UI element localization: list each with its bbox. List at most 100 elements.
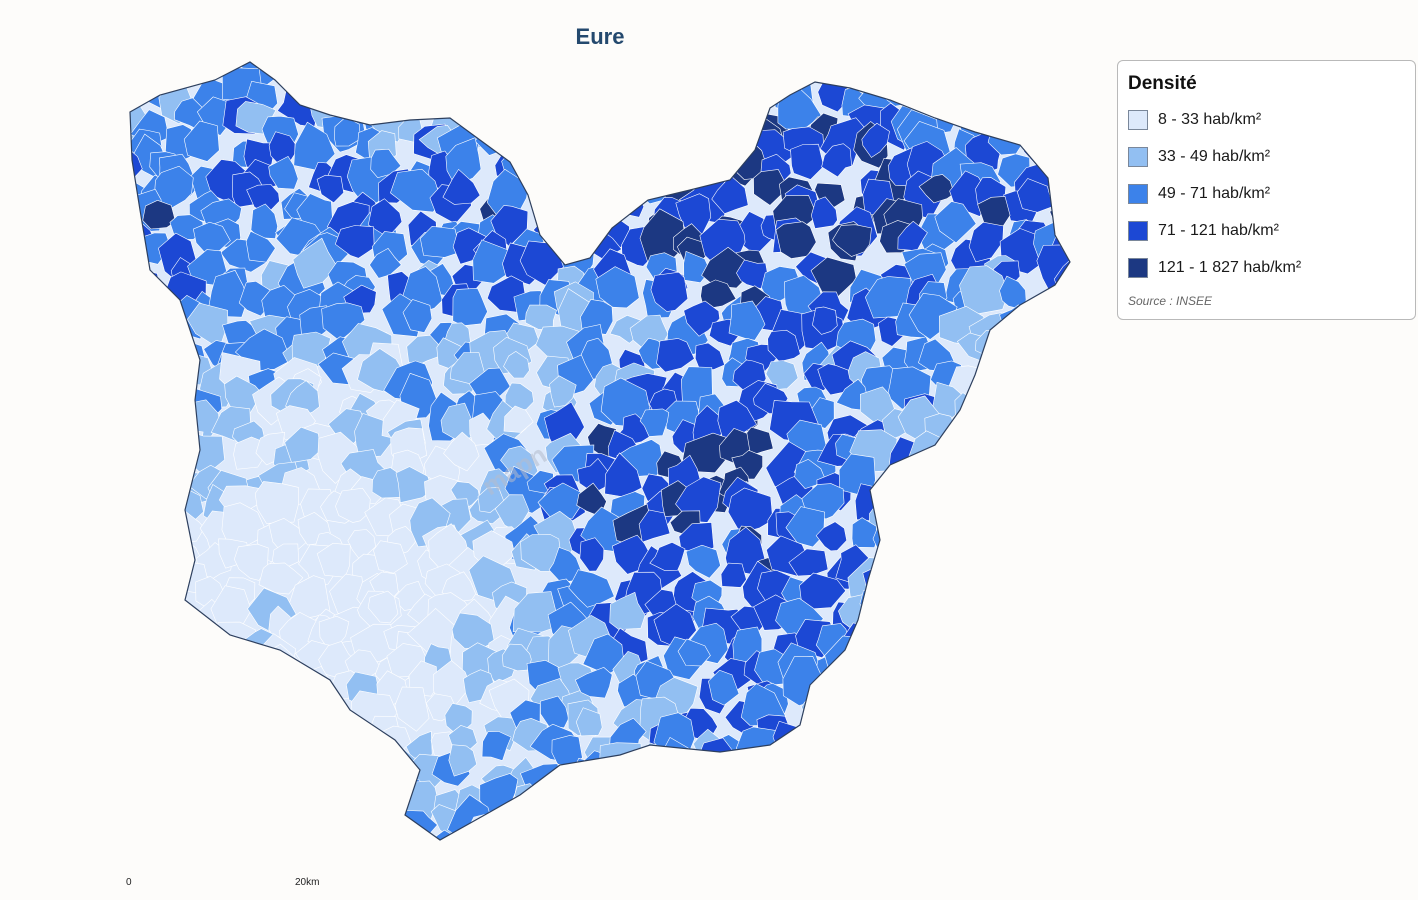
commune-cell[interactable] (585, 167, 621, 203)
commune-cell[interactable] (609, 808, 655, 852)
commune-cell[interactable] (343, 825, 389, 871)
commune-cell[interactable] (136, 368, 178, 409)
commune-cell[interactable] (760, 818, 799, 853)
commune-cell[interactable] (443, 431, 480, 472)
commune-cell[interactable] (931, 610, 966, 648)
commune-cell[interactable] (812, 735, 843, 772)
commune-cell[interactable] (503, 405, 534, 433)
commune-cell[interactable] (578, 117, 628, 167)
commune-cell[interactable] (1008, 611, 1041, 640)
commune-cell[interactable] (831, 764, 860, 804)
commune-cell[interactable] (1049, 539, 1085, 576)
commune-cell[interactable] (277, 706, 320, 752)
commune-cell[interactable] (718, 38, 754, 73)
commune-cell[interactable] (989, 824, 1015, 857)
commune-cell[interactable] (793, 834, 836, 876)
commune-cell[interactable] (966, 479, 994, 513)
commune-cell[interactable] (1016, 405, 1057, 447)
commune-cell[interactable] (1035, 500, 1085, 547)
commune-cell[interactable] (127, 736, 159, 771)
commune-cell[interactable] (978, 763, 1012, 797)
commune-cell[interactable] (945, 775, 981, 820)
commune-cell[interactable] (290, 67, 320, 99)
commune-cell[interactable] (910, 76, 948, 115)
commune-cell[interactable] (608, 785, 659, 835)
commune-cell[interactable] (761, 742, 813, 794)
commune-cell[interactable] (213, 720, 251, 768)
commune-cell[interactable] (1044, 565, 1072, 598)
commune-cell[interactable] (789, 784, 826, 817)
commune-cell[interactable] (908, 292, 958, 340)
commune-cell[interactable] (650, 271, 689, 312)
commune-cell[interactable] (501, 643, 532, 672)
commune-cell[interactable] (448, 744, 478, 777)
commune-cell[interactable] (403, 77, 455, 120)
commune-cell[interactable] (892, 55, 927, 102)
commune-cell[interactable] (398, 40, 435, 73)
commune-cell[interactable] (108, 819, 141, 848)
commune-cell[interactable] (574, 667, 613, 699)
commune-cell[interactable] (728, 801, 766, 834)
commune-cell[interactable] (649, 541, 686, 571)
commune-cell[interactable] (906, 721, 960, 762)
commune-cell[interactable] (892, 712, 929, 754)
commune-cell[interactable] (799, 572, 847, 610)
commune-cell[interactable] (1025, 335, 1057, 366)
commune-cell[interactable] (514, 842, 544, 867)
commune-cell[interactable] (711, 175, 749, 215)
commune-cell[interactable] (919, 688, 951, 725)
commune-cell[interactable] (598, 130, 637, 172)
commune-cell[interactable] (638, 509, 671, 543)
commune-cell[interactable] (575, 707, 603, 737)
commune-cell[interactable] (1049, 412, 1093, 458)
commune-cell[interactable] (110, 647, 144, 672)
commune-cell[interactable] (242, 682, 283, 723)
commune-cell[interactable] (873, 554, 908, 592)
commune-cell[interactable] (135, 606, 177, 645)
commune-cell[interactable] (667, 149, 713, 191)
legend-item-3[interactable]: 71 - 121 hab/km² (1128, 212, 1405, 249)
commune-cell[interactable] (370, 148, 402, 179)
commune-cell[interactable] (1052, 685, 1088, 720)
commune-cell[interactable] (677, 638, 711, 667)
commune-cell[interactable] (115, 58, 149, 87)
commune-cell[interactable] (136, 813, 176, 853)
commune-cell[interactable] (161, 696, 197, 741)
commune-cell[interactable] (656, 338, 695, 373)
commune-cell[interactable] (292, 237, 338, 289)
commune-cell[interactable] (147, 735, 195, 775)
commune-cell[interactable] (944, 48, 989, 86)
commune-cell[interactable] (150, 375, 190, 415)
commune-cell[interactable] (1059, 321, 1102, 367)
commune-cell[interactable] (938, 713, 972, 743)
commune-cell[interactable] (948, 743, 980, 781)
commune-cell[interactable] (959, 675, 1014, 716)
commune-cell[interactable] (695, 142, 728, 179)
commune-cell[interactable] (626, 130, 663, 158)
commune-cell[interactable] (135, 434, 168, 462)
commune-cell[interactable] (1051, 484, 1087, 528)
commune-cell[interactable] (104, 367, 142, 412)
commune-cell[interactable] (579, 537, 605, 572)
commune-cell[interactable] (1018, 602, 1065, 652)
commune-cell[interactable] (884, 782, 918, 811)
commune-cell[interactable] (822, 687, 849, 718)
commune-cell[interactable] (817, 363, 854, 396)
commune-cell[interactable] (1040, 784, 1080, 821)
commune-cell[interactable] (905, 654, 951, 696)
commune-cell[interactable] (232, 765, 272, 799)
commune-cell[interactable] (1014, 654, 1054, 693)
commune-cell[interactable] (186, 761, 221, 805)
commune-cell[interactable] (323, 758, 352, 794)
commune-cell[interactable] (609, 591, 646, 630)
commune-cell[interactable] (118, 520, 149, 553)
commune-cell[interactable] (264, 659, 302, 697)
commune-cell[interactable] (918, 776, 962, 814)
commune-cell[interactable] (921, 847, 951, 872)
commune-cell[interactable] (823, 54, 862, 87)
commune-cell[interactable] (349, 783, 386, 822)
commune-cell[interactable] (512, 103, 554, 152)
commune-cell[interactable] (153, 644, 195, 690)
commune-cell[interactable] (887, 573, 926, 610)
